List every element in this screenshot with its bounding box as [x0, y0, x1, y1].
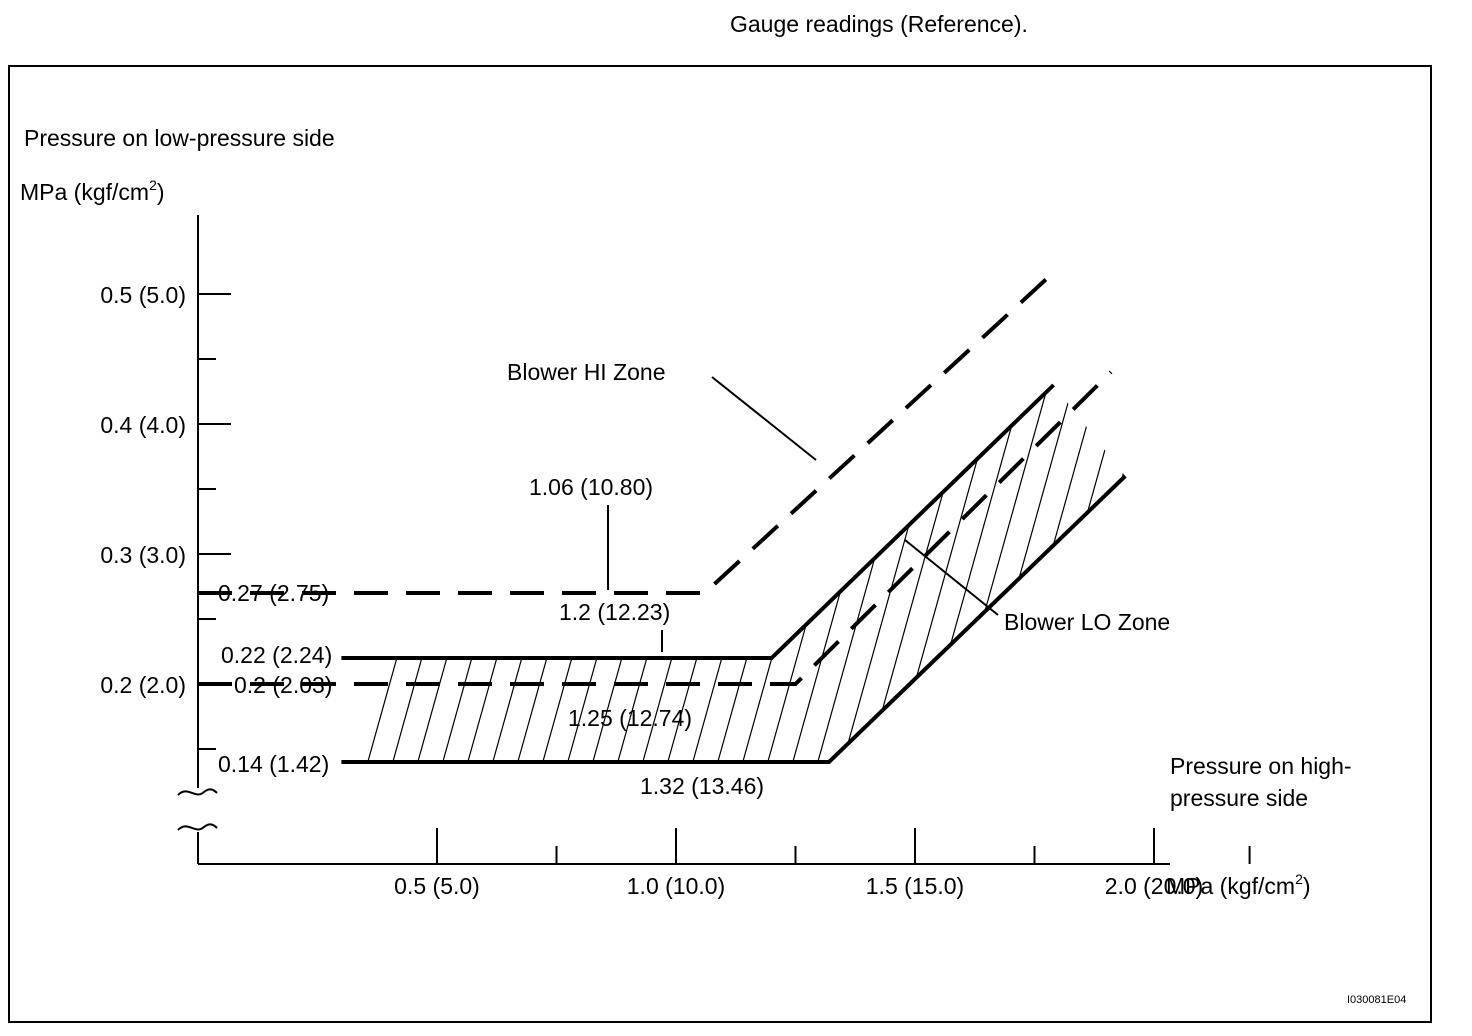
hatch-line-1 [384, 385, 506, 762]
y-value-label-014: 0.14 (1.42) [218, 751, 329, 777]
x-value-label-125: 1.25 (12.74) [568, 705, 692, 731]
y-unit-sup: 2 [149, 177, 157, 193]
hatch-line-30 [1109, 385, 1126, 762]
x-axis-unit: MPa (kgf/cm2) [1166, 871, 1311, 899]
y-value-label-022: 0.22 (2.24) [221, 642, 332, 668]
y-unit-close: ) [157, 179, 165, 205]
hatch-line-27 [1034, 385, 1126, 762]
x-unit-main: MPa (kgf/cm [1166, 873, 1295, 899]
lo-zone-hatching [359, 360, 1305, 790]
y-tick-label-3: 0.5 (5.0) [100, 282, 186, 308]
hatch-line-15 [734, 385, 856, 762]
series-lines [198, 266, 1127, 764]
zone-label-hi: Blower HI Zone [507, 359, 666, 385]
hatch-line-31 [1135, 360, 1255, 790]
y-tick-label-1: 0.3 (3.0) [100, 542, 186, 568]
zone-lo-leader [904, 539, 999, 616]
hatch-line-13 [684, 385, 806, 762]
y-tick-label-2: 0.4 (4.0) [100, 412, 186, 438]
x-axis-title-line1: Pressure on high- [1170, 753, 1352, 779]
hatch-line-0 [359, 385, 481, 762]
hatch-line-2 [409, 385, 531, 762]
hatch-line-28 [1059, 385, 1126, 762]
axis-ticks: 0.5 (5.0) 1.0 (10.0) 1.5 (15.0) 2.0 (20.0) 0… [100, 282, 1251, 899]
axis-break-upper [177, 788, 218, 796]
hatch-line-26 [1009, 385, 1126, 762]
hatch-line-32 [1160, 360, 1280, 790]
hatch-line-4 [459, 385, 581, 762]
x-tick-label-2: 1.5 (15.0) [866, 873, 964, 899]
zone-label-lo: Blower LO Zone [1004, 609, 1170, 635]
y-axis-title: Pressure on low-pressure side [24, 125, 335, 151]
x-unit-close: ) [1303, 873, 1311, 899]
y-value-label-020: 0.2 (2.03) [234, 672, 332, 698]
hatch-line-23 [934, 385, 1056, 762]
series-line-lo-upper [341, 383, 1055, 660]
x-axis-title-line2: pressure side [1170, 785, 1308, 811]
hatch-line-33 [1185, 360, 1305, 790]
x-value-label-132: 1.32 (13.46) [640, 773, 764, 799]
x-value-label-106: 1.06 (10.80) [529, 474, 653, 500]
x-tick-label-0: 0.5 (5.0) [394, 873, 480, 899]
hatch-line-3 [434, 385, 556, 762]
y-axis-unit: MPa (kgf/cm2) [20, 177, 165, 205]
x-tick-label-1: 1.0 (10.0) [627, 873, 725, 899]
hatch-line-19 [834, 385, 956, 762]
y-value-label-027: 0.27 (2.75) [218, 580, 329, 606]
zone-hi-leader [711, 376, 817, 461]
axis-break-lower [177, 823, 218, 831]
y-unit-main: MPa (kgf/cm [20, 179, 149, 205]
chart-frame [8, 65, 1432, 1023]
y-tick-label-0: 0.2 (2.0) [100, 672, 186, 698]
x-value-label-12: 1.2 (12.23) [559, 599, 670, 625]
series-line-hi-lower [198, 370, 1113, 686]
hatch-line-25 [984, 385, 1106, 762]
hatch-line-18 [809, 385, 931, 762]
x-unit-sup: 2 [1295, 871, 1303, 887]
series-line-hi-upper [198, 266, 1060, 595]
chart-title: Gauge readings (Reference). [730, 11, 1028, 37]
hatch-line-29 [1084, 385, 1126, 762]
x-tick-label-3: 2.0 (20.0) [1105, 873, 1203, 899]
hatch-line-16 [759, 385, 881, 762]
hatch-line-20 [859, 385, 981, 762]
figure-code: I030081E04 [1347, 994, 1406, 1006]
series-line-lo-lower [341, 474, 1127, 764]
